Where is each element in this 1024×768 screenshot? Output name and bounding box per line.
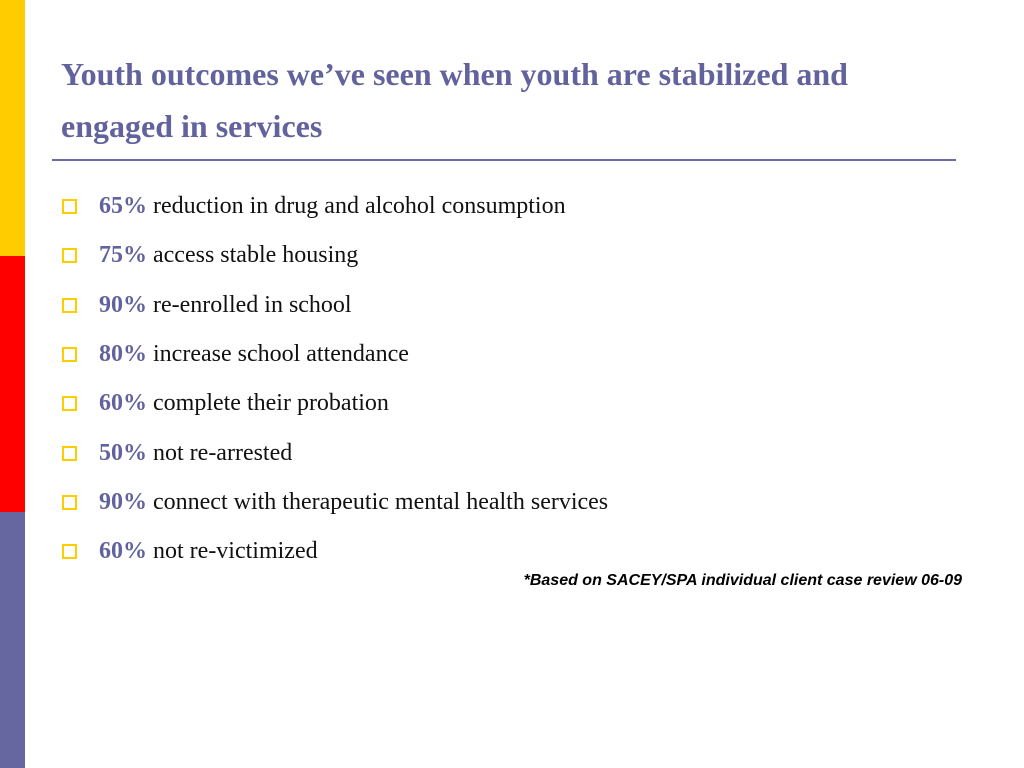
side-bar-yellow	[0, 0, 25, 256]
list-item: 60% not re-victimized	[62, 527, 608, 576]
list-item: 65% reduction in drug and alcohol consum…	[62, 182, 608, 231]
hollow-square-bullet-icon	[62, 248, 77, 264]
outcome-percentage: 90%	[99, 291, 147, 318]
hollow-square-bullet-icon	[62, 494, 77, 510]
hollow-square-bullet-icon	[62, 347, 77, 363]
outcome-percentage: 80%	[99, 341, 147, 368]
outcome-description: not re-arrested	[153, 439, 293, 466]
list-item: 75% access stable housing	[62, 231, 608, 280]
source-footnote: *Based on SACEY/SPA individual client ca…	[523, 572, 962, 589]
hollow-square-bullet-icon	[62, 544, 77, 560]
outcome-description: connect with therapeutic mental health s…	[153, 488, 609, 515]
outcome-percentage: 50%	[99, 439, 147, 466]
hollow-square-bullet-icon	[62, 396, 77, 412]
side-bar-blue	[0, 512, 25, 768]
outcome-percentage: 65%	[99, 193, 147, 220]
outcome-description: access stable housing	[153, 242, 359, 269]
outcome-description: complete their probation	[153, 390, 389, 417]
list-item: 50% not re-arrested	[62, 428, 608, 477]
hollow-square-bullet-icon	[62, 445, 77, 461]
outcome-description: re-enrolled in school	[153, 291, 352, 318]
outcome-list: 65% reduction in drug and alcohol consum…	[62, 182, 608, 576]
list-item: 80% increase school attendance	[62, 330, 608, 379]
outcome-percentage: 90%	[99, 488, 147, 515]
outcome-description: increase school attendance	[153, 341, 409, 368]
outcome-percentage: 60%	[99, 390, 147, 417]
outcome-description: reduction in drug and alcohol consumptio…	[153, 193, 566, 220]
list-item: 90% re-enrolled in school	[62, 281, 608, 330]
list-item: 90% connect with therapeutic mental heal…	[62, 478, 608, 527]
outcome-description: not re-victimized	[153, 538, 318, 565]
outcome-percentage: 60%	[99, 538, 147, 565]
outcome-percentage: 75%	[99, 242, 147, 269]
hollow-square-bullet-icon	[62, 297, 77, 313]
title-underline	[52, 159, 956, 161]
side-bar-red	[0, 256, 25, 512]
slide-title: Youth outcomes we’ve seen when youth are…	[61, 56, 848, 144]
list-item: 60% complete their probation	[62, 379, 608, 428]
hollow-square-bullet-icon	[62, 199, 77, 215]
